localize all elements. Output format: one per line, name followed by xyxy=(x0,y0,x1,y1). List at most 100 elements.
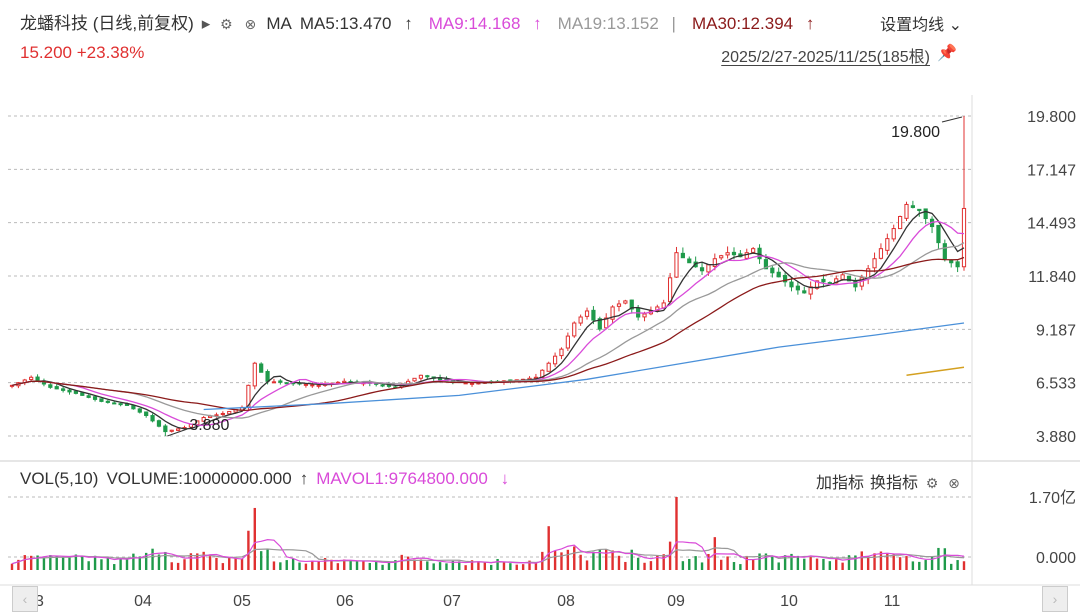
volume-bar xyxy=(23,555,26,570)
volume-bar xyxy=(317,561,320,570)
candle-body xyxy=(220,412,225,415)
volume-bar xyxy=(898,557,902,570)
candle-body xyxy=(201,417,206,422)
candle-body xyxy=(712,258,717,267)
x-tick-label: 08 xyxy=(557,593,575,610)
candle-body xyxy=(559,348,564,357)
volume-bar xyxy=(355,560,359,570)
close-icon[interactable]: ⊗ xyxy=(948,475,960,491)
volume-bar xyxy=(176,562,180,570)
volume-bar xyxy=(764,553,768,570)
volume-bar xyxy=(387,561,391,570)
scroll-left-button[interactable]: ‹ xyxy=(12,586,38,612)
ma30-value: MA30:12.394 ↑ xyxy=(691,14,815,33)
volume-bar xyxy=(694,556,697,570)
volume-bar xyxy=(675,497,678,570)
candle-body xyxy=(278,380,283,383)
price-summary: 15.200 +23.38% xyxy=(20,43,144,63)
volume-bar xyxy=(87,561,90,570)
candle-body xyxy=(48,384,53,388)
volume-bar xyxy=(892,554,895,570)
volume-tick-label: 1.70亿 xyxy=(1029,489,1076,507)
volume-bar xyxy=(598,549,602,570)
gear-icon[interactable]: ⚙ xyxy=(220,16,233,32)
close-icon[interactable]: ⊗ xyxy=(244,16,257,32)
candle-body xyxy=(112,402,117,405)
volume-bar xyxy=(445,563,448,570)
add-indicator-button[interactable]: 加指标 xyxy=(815,475,864,492)
volume-bar xyxy=(630,549,633,570)
volume-bar xyxy=(777,562,780,570)
volume-bar xyxy=(132,553,135,570)
scroll-right-button[interactable]: › xyxy=(1042,586,1068,612)
volume-bar xyxy=(771,556,774,570)
candle-body xyxy=(955,261,960,268)
candle-body xyxy=(227,410,232,415)
candle-body xyxy=(917,208,922,211)
candle-body xyxy=(118,403,123,406)
volume-bar xyxy=(215,557,218,570)
candle-body xyxy=(846,275,852,282)
switch-indicator-button[interactable]: 换指标 xyxy=(869,475,918,492)
volume-bar xyxy=(170,562,173,570)
candle-body xyxy=(92,396,98,400)
volume-bar xyxy=(196,553,199,570)
volume-bar xyxy=(368,562,371,570)
volume-bar xyxy=(470,560,474,570)
ma19-value: MA19:13.152 | xyxy=(557,14,676,33)
candle-body xyxy=(623,300,628,304)
candle-body xyxy=(86,395,91,398)
candle-body xyxy=(163,425,168,433)
candle-body xyxy=(936,224,941,244)
volume-bar xyxy=(643,562,646,570)
volume-bar xyxy=(515,564,518,570)
volume-bar xyxy=(234,557,237,570)
candle-body xyxy=(412,377,417,382)
volume-bar xyxy=(860,551,863,570)
ma60-line xyxy=(203,322,965,411)
candle-body xyxy=(610,306,615,320)
candle-body xyxy=(814,280,820,289)
volume-bar xyxy=(266,549,269,570)
volume-bar xyxy=(61,556,65,570)
pin-icon[interactable]: 📌 xyxy=(937,45,957,62)
candle-body xyxy=(706,264,711,273)
candle-body xyxy=(731,251,737,256)
candle-body xyxy=(265,371,270,382)
volume-bar xyxy=(259,551,263,570)
candle-body xyxy=(552,355,558,365)
volume-bar xyxy=(553,550,557,570)
volume-bar xyxy=(381,564,384,570)
x-tick-label: 06 xyxy=(336,593,354,610)
candle-body xyxy=(565,335,570,349)
volume-bar xyxy=(221,563,225,570)
ma-label: MA xyxy=(266,14,292,33)
candle-body xyxy=(699,267,705,272)
volume-bar xyxy=(739,564,742,570)
volume-bar xyxy=(879,551,883,570)
gear-icon[interactable]: ⚙ xyxy=(925,475,939,491)
ma9-arrow: ↑ xyxy=(533,14,542,33)
candle-body xyxy=(591,309,596,321)
volume-bar xyxy=(751,559,755,570)
volume-bar xyxy=(662,554,665,570)
volume-bar xyxy=(617,555,621,570)
play-icon[interactable]: ▸ xyxy=(201,14,211,33)
volume-bar xyxy=(81,556,84,570)
candle-body xyxy=(597,318,602,330)
x-tick-label: 05 xyxy=(233,593,251,610)
ma5-value: MA5:13.470 ↑ xyxy=(299,14,413,33)
volume-bar xyxy=(707,553,710,570)
volume-bar xyxy=(911,561,915,570)
date-range[interactable]: 2025/2/27-2025/11/25(185根) xyxy=(721,49,930,66)
candle-body xyxy=(821,278,826,283)
volume-bar xyxy=(464,565,467,570)
volume-bar xyxy=(323,557,327,570)
volume-bar xyxy=(55,555,58,570)
volume-bar xyxy=(362,561,365,570)
setup-ma-button[interactable]: 设置均线 ⌄ xyxy=(880,17,962,34)
stock-name[interactable]: 龙蟠科技 (日线,前复权) xyxy=(20,14,194,33)
volume-bar xyxy=(720,559,723,570)
candle-body xyxy=(380,384,385,387)
